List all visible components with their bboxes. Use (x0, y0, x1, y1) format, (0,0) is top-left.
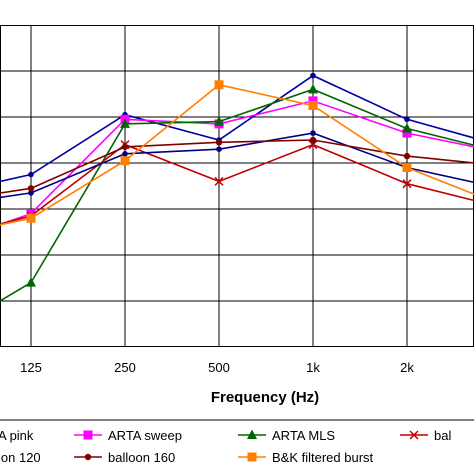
x-marker (402, 179, 412, 189)
dot-marker (84, 453, 92, 461)
square-marker (120, 156, 130, 166)
legend-item: balloon 160 (74, 450, 175, 465)
dot-marker (27, 185, 35, 192)
point-marker (404, 116, 410, 123)
x-tick-label: 250 (114, 360, 136, 375)
x-tick-label: 1k (306, 360, 320, 375)
point-marker (28, 190, 34, 196)
point-marker (310, 72, 316, 79)
plot-area (0, 25, 474, 347)
square-marker (26, 209, 36, 219)
legend-item: ARTA sweep (74, 428, 182, 443)
x-marker (308, 140, 318, 150)
legend-label: balloon 160 (108, 450, 175, 465)
square-marker (308, 96, 318, 106)
square-marker (402, 128, 412, 138)
legend-label: bal (434, 428, 451, 443)
square-marker (402, 163, 412, 173)
x-tick-labels: 125 250 500 1k 2k (20, 360, 414, 375)
dot-marker (309, 136, 317, 144)
legend-label: ARTA MLS (272, 428, 335, 443)
legend-label: lon 120 (0, 450, 41, 465)
legend-label: A pink (0, 428, 34, 443)
point-marker (122, 151, 128, 157)
dot-marker (215, 139, 223, 146)
x-marker (409, 430, 419, 440)
point-marker (216, 146, 222, 152)
legend: A pink ARTA sweep ARTA MLS bal lon 120 balloo… (0, 419, 474, 474)
legend-item: B&K filtered burst (238, 450, 374, 465)
legend-label: B&K filtered burst (272, 450, 374, 465)
triangle-marker (247, 429, 257, 439)
legend-label: ARTA sweep (108, 428, 182, 443)
square-marker (83, 430, 93, 440)
plot-frame (0, 25, 474, 347)
triangle-marker (120, 118, 130, 128)
triangle-marker (402, 123, 412, 133)
legend-frame (0, 419, 474, 474)
x-axis-title: Frequency (Hz) (211, 389, 319, 406)
legend-item: A pink (0, 428, 34, 443)
triangle-marker (26, 277, 36, 287)
dot-marker (121, 143, 129, 151)
x-marker (214, 176, 224, 186)
series-2 (0, 83, 474, 302)
triangle-marker (214, 116, 224, 126)
x-tick-label: 500 (208, 360, 230, 375)
legend-item: bal (400, 428, 451, 443)
x-tick-label: 2k (400, 360, 414, 375)
legend-item: lon 120 (0, 450, 41, 465)
legend-item: ARTA MLS (238, 428, 335, 443)
point-marker (310, 130, 316, 136)
square-marker (214, 80, 224, 90)
x-tick-label: 125 (20, 360, 42, 375)
triangle-marker (308, 83, 318, 94)
square-marker (308, 101, 318, 110)
dot-marker (403, 152, 411, 160)
series-group (0, 72, 474, 302)
series-5 (0, 136, 474, 194)
point-marker (28, 171, 34, 178)
square-marker (247, 452, 257, 462)
series-6 (0, 80, 474, 226)
square-marker (26, 213, 36, 223)
